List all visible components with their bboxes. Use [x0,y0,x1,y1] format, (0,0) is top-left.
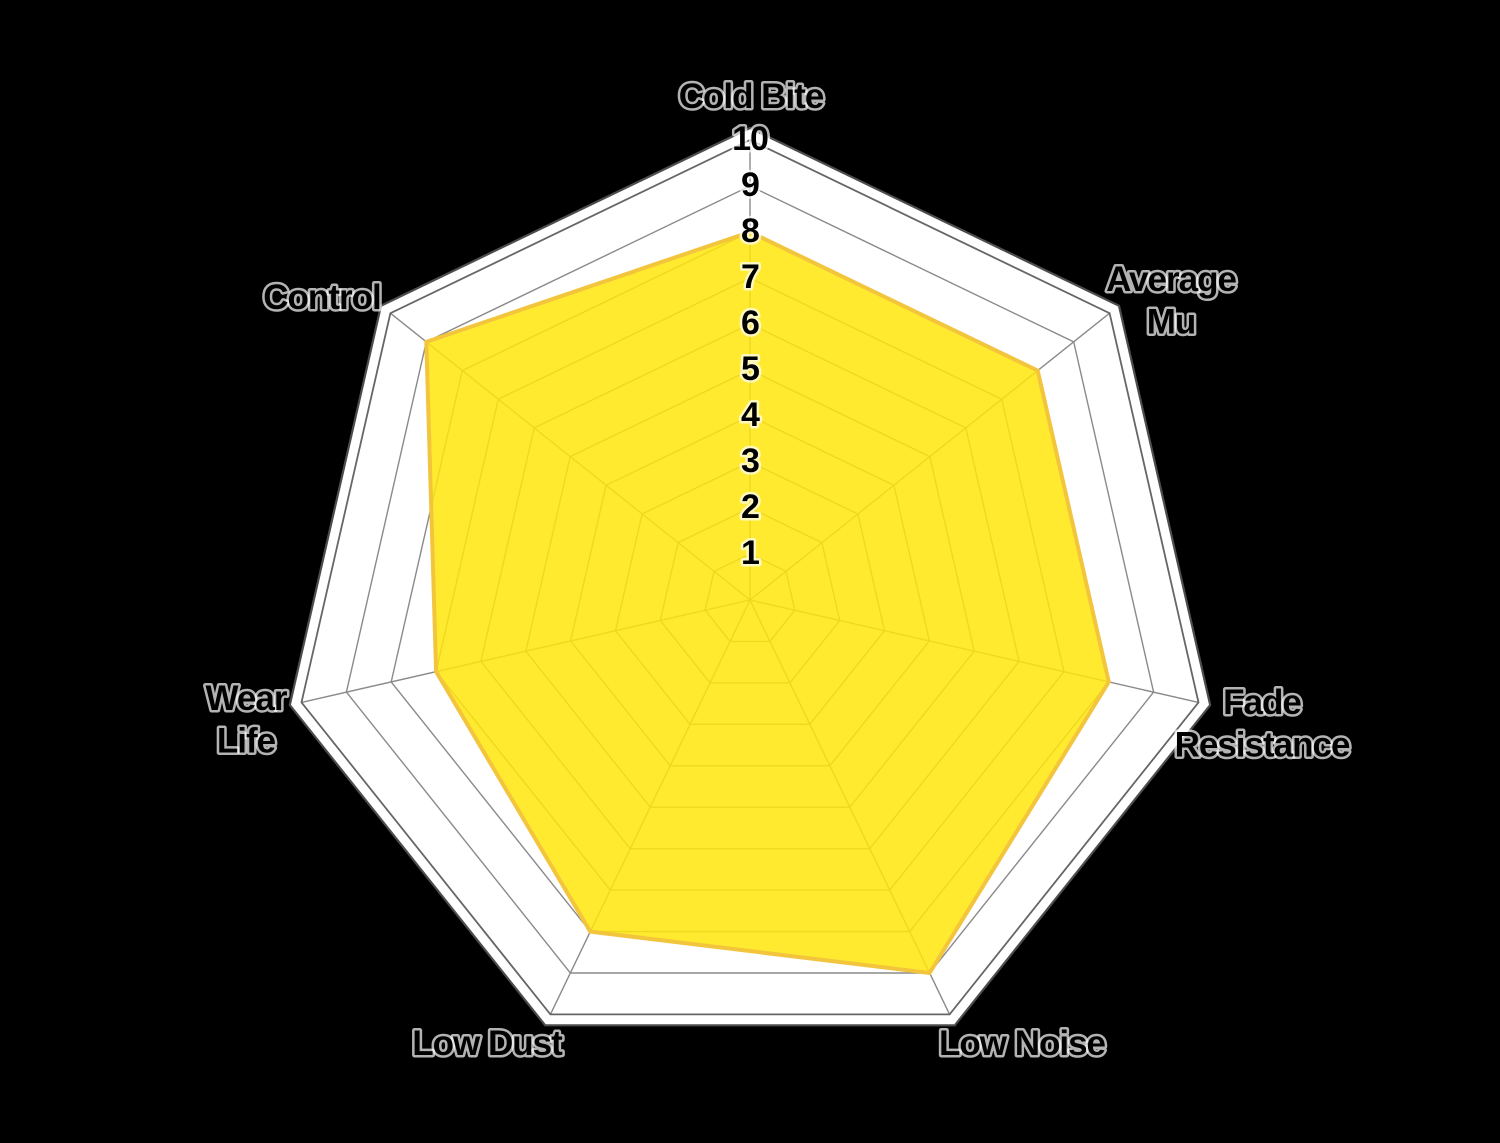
category-label-fade-resistance-line-2: Resistance [1175,725,1350,764]
tick-label-3: 3 [741,442,759,480]
tick-label-1: 1 [741,534,759,572]
tick-label-10: 10 [732,120,768,158]
category-label-cold-bite: Cold Bite [679,77,824,116]
tick-label-9: 9 [741,166,759,204]
category-label-low-dust: Low Dust [412,1024,563,1063]
tick-label-7: 7 [741,258,759,296]
tick-label-4: 4 [741,396,760,434]
category-label-low-noise: Low Noise [939,1024,1106,1063]
category-label-average-mu-line-1: Average [1106,260,1236,299]
category-label-fade-resistance-line-1: Fade [1223,683,1301,722]
tick-label-5: 5 [741,350,759,388]
category-label-control: Control [263,278,380,317]
category-label-average-mu-line-2: Mu [1147,302,1196,341]
data-polygon [424,229,1111,976]
category-label-wear-life-line-1: Wear [206,679,288,718]
tick-label-8: 8 [741,212,759,250]
tick-label-2: 2 [741,488,759,526]
tick-label-6: 6 [741,304,759,342]
category-label-wear-life-line-2: Life [217,721,276,760]
grid-ring-10 [300,139,1200,1016]
grid-ring-9 [345,185,1155,974]
